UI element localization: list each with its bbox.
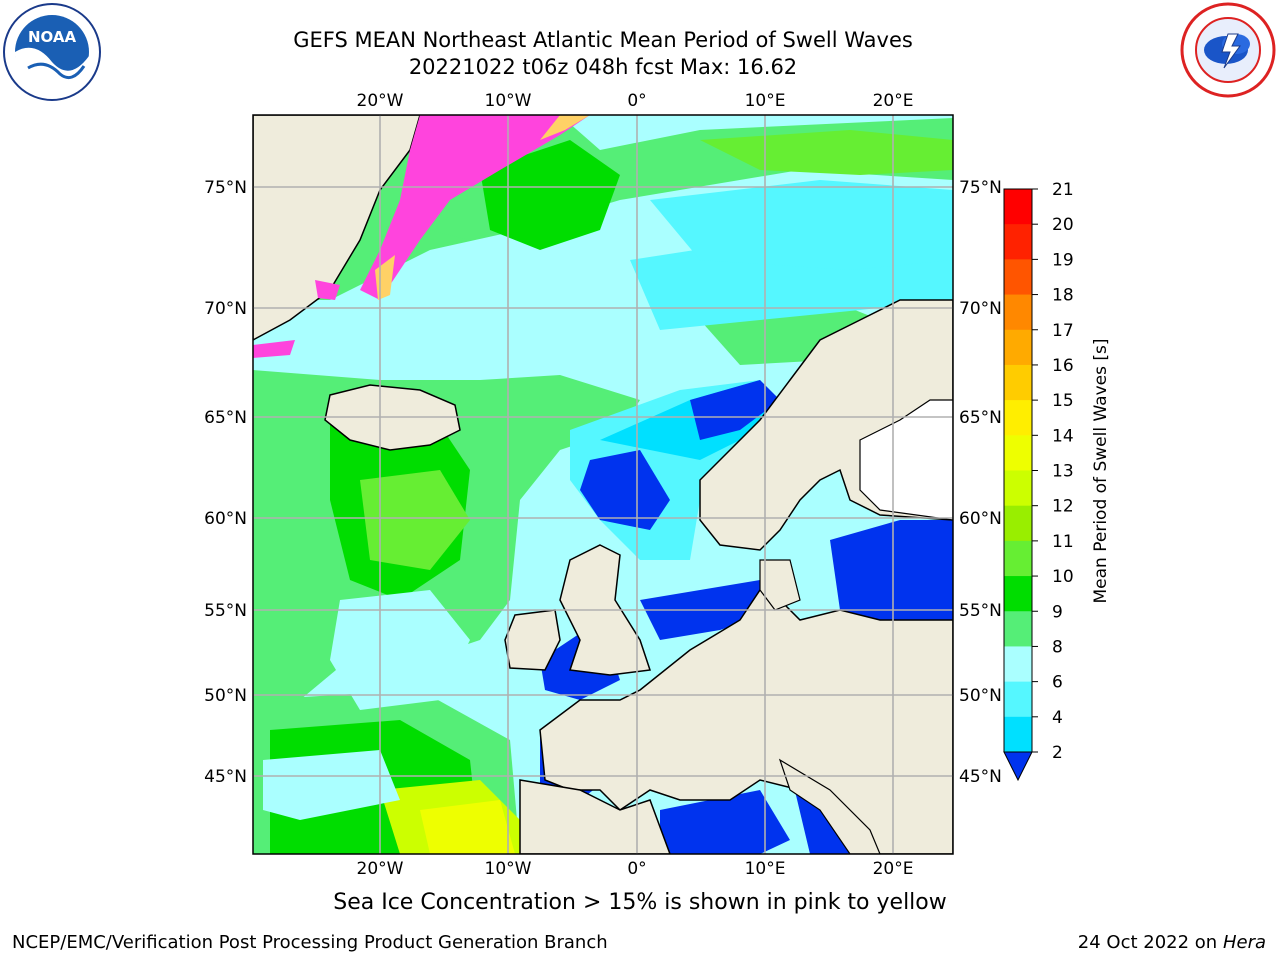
- lon-label-top: 20°E: [873, 91, 914, 111]
- colorbar-tick-label: 17: [1052, 321, 1074, 341]
- lon-label-bottom: 10°W: [485, 859, 532, 879]
- lat-label-left: 75°N: [204, 178, 247, 198]
- colorbar-segment: [1004, 540, 1032, 577]
- noaa-logo: NOAA: [3, 3, 101, 101]
- lon-label-top: 20°W: [357, 91, 404, 111]
- footer-host: Hera: [1222, 932, 1266, 953]
- colorbar-segment: [1004, 611, 1032, 647]
- nws-logo: [1180, 2, 1276, 98]
- lat-label-left: 70°N: [204, 299, 247, 319]
- lat-label-left: 45°N: [204, 767, 247, 787]
- chart-subtitle-date: 20221022 t06z 048h fcst Max: 16.62: [408, 55, 798, 79]
- colorbar-tick-label: 2: [1052, 743, 1063, 763]
- colorbar-segment: [1004, 505, 1032, 542]
- colorbar-segment: [1004, 189, 1032, 225]
- colorbar-label: Mean Period of Swell Waves [s]: [1091, 339, 1111, 604]
- lon-label-bottom: 20°W: [357, 859, 404, 879]
- swell-period-map: 20°W 10°W 0° 10°E 20°E 20°W 10°W 0° 10°E…: [204, 91, 1111, 879]
- lon-label-top: 0°: [627, 91, 646, 111]
- lat-label-right: 70°N: [959, 299, 1002, 319]
- lat-label-right: 50°N: [959, 686, 1002, 706]
- lon-label-bottom: 0°: [627, 859, 646, 879]
- lat-label-right: 45°N: [959, 767, 1002, 787]
- colorbar-tick-label: 11: [1052, 532, 1074, 552]
- graticule: [253, 115, 953, 854]
- colorbar-segment: [1004, 435, 1032, 471]
- footer-date: 24 Oct 2022 on Hera: [1078, 932, 1266, 953]
- chart-title: GEFS MEAN Northeast Atlantic Mean Period…: [293, 28, 913, 52]
- iberia-land: [519, 779, 671, 854]
- lat-label-left: 50°N: [204, 686, 247, 706]
- colorbar: 2 4 6 8 9 10 11 12 13 14 15 16 17 18 19 20 21: [1003, 180, 1074, 782]
- noaa-logo-text: NOAA: [28, 28, 77, 46]
- map-frame: [252, 114, 954, 855]
- greenland-land: [253, 115, 421, 341]
- lat-label-left: 60°N: [204, 509, 247, 529]
- colorbar-tick-label: 12: [1052, 497, 1074, 517]
- colorbar-tick-label: 6: [1052, 673, 1063, 693]
- lat-label-left: 65°N: [204, 408, 247, 428]
- colorbar-tick-label: 4: [1052, 708, 1063, 728]
- colorbar-segment: [1004, 259, 1032, 296]
- colorbar-segment: [1004, 224, 1032, 260]
- lon-label-top: 10°E: [745, 91, 786, 111]
- colorbar-tick-label: 13: [1052, 462, 1074, 482]
- lat-label-right: 60°N: [959, 509, 1002, 529]
- lat-label-right: 55°N: [959, 601, 1002, 621]
- colorbar-tick-label: 19: [1052, 250, 1074, 270]
- lat-label-left: 55°N: [204, 601, 247, 621]
- colorbar-tick-label: 8: [1052, 637, 1063, 657]
- colorbar-tick-label: 21: [1052, 180, 1074, 200]
- colorbar-segment: [1004, 681, 1032, 718]
- colorbar-segment: [1004, 400, 1032, 436]
- colorbar-tick-label: 9: [1052, 602, 1063, 622]
- footer-credit: NCEP/EMC/Verification Post Processing Pr…: [12, 932, 608, 953]
- footer-date-text: 24 Oct 2022 on: [1077, 932, 1223, 953]
- colorbar-extend-arrow: [1003, 751, 1033, 782]
- colorbar-segment: [1004, 470, 1032, 507]
- lon-label-bottom: 20°E: [873, 859, 914, 879]
- colorbar-tick-label: 14: [1052, 426, 1074, 446]
- colorbar-segment: [1004, 576, 1032, 612]
- colorbar-segment: [1004, 364, 1032, 401]
- colorbar-tick-label: 20: [1052, 215, 1074, 235]
- colorbar-segment: [1004, 716, 1032, 753]
- lat-label-right: 65°N: [959, 408, 1002, 428]
- sea-ice-pink: [360, 115, 590, 300]
- colorbar-segment: [1004, 294, 1032, 331]
- colorbar-segment: [1004, 329, 1032, 366]
- colorbar-tick-label: 18: [1052, 286, 1074, 306]
- lon-label-bottom: 10°E: [745, 859, 786, 879]
- colorbar-tick-label: 15: [1052, 391, 1074, 411]
- colorbar-tick-label: 10: [1052, 567, 1074, 587]
- colorbar-tick-label: 16: [1052, 356, 1074, 376]
- colorbar-segment: [1004, 646, 1032, 683]
- sea-ice-note: Sea Ice Concentration > 15% is shown in …: [333, 890, 947, 915]
- lat-label-right: 75°N: [959, 178, 1002, 198]
- lon-label-top: 10°W: [485, 91, 532, 111]
